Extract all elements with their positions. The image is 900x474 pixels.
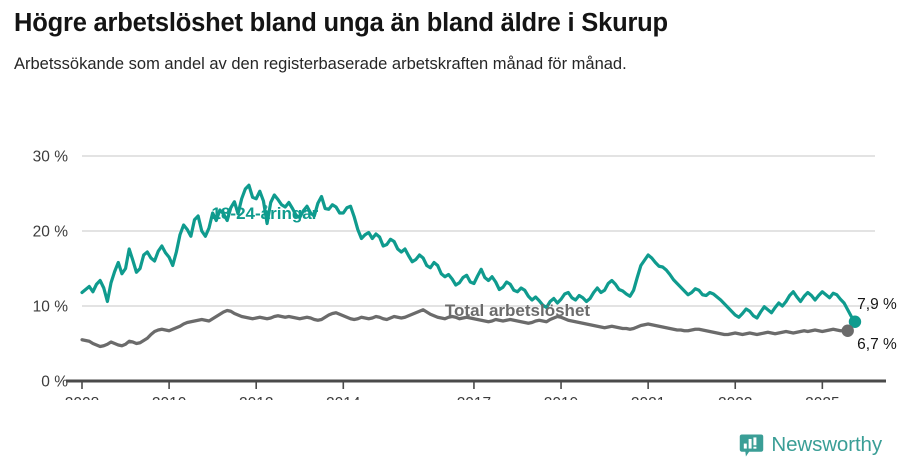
x-axis-tick-label: 2014 <box>326 395 361 400</box>
chart-footer: Newsworthy <box>0 425 900 474</box>
series-line <box>80 183 857 324</box>
chart-annotation: 18-24-åringar <box>212 204 319 223</box>
bar-chart-speech-bubble-icon <box>740 434 764 457</box>
chart-annotation: 6,7 % <box>857 336 897 353</box>
series-line <box>80 308 850 349</box>
logo-wordmark: Newsworthy <box>771 433 882 457</box>
series-end-marker <box>841 324 854 337</box>
x-axis-tick-label: 2019 <box>544 395 578 400</box>
x-axis-tick-label: 2021 <box>631 395 665 400</box>
chart-annotation: 7,9 % <box>857 296 897 313</box>
x-axis-tick-label: 2017 <box>457 395 491 400</box>
y-axis-tick-label: 30 % <box>33 149 69 166</box>
x-axis-tick-label: 2008 <box>65 395 99 400</box>
series-end-marker <box>848 315 862 328</box>
y-axis-tick-label: 0 % <box>41 374 68 391</box>
chart-container: 0 % 10 % 20 % 30 % 2008 2010 2012 2014 2017 2019 2… <box>0 140 900 401</box>
x-axis-tick-label: 2025 <box>805 395 839 400</box>
page-title: Högre arbetslöshet bland unga än bland ä… <box>14 9 668 37</box>
y-axis-tick-label: 10 % <box>33 299 69 316</box>
y-axis-tick-label: 20 % <box>33 224 69 241</box>
newsworthy-logo[interactable]: Newsworthy <box>739 433 882 458</box>
chart-annotation: Total arbetslöshet <box>445 301 590 320</box>
unemployment-line-chart: 0 % 10 % 20 % 30 % 2008 2010 2012 2014 2017 2019 2… <box>33 149 897 401</box>
x-axis-tick-label: 2010 <box>152 395 187 400</box>
x-axis-tick-label: 2012 <box>239 395 273 400</box>
x-axis-tick-label: 2023 <box>718 395 752 400</box>
page-subtitle: Arbetssökande som andel av den registerb… <box>14 55 627 74</box>
